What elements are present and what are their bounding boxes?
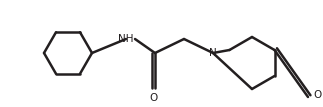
Text: N: N [209,48,217,58]
Text: O: O [313,90,321,100]
Text: O: O [150,93,158,103]
Text: NH: NH [118,34,134,44]
